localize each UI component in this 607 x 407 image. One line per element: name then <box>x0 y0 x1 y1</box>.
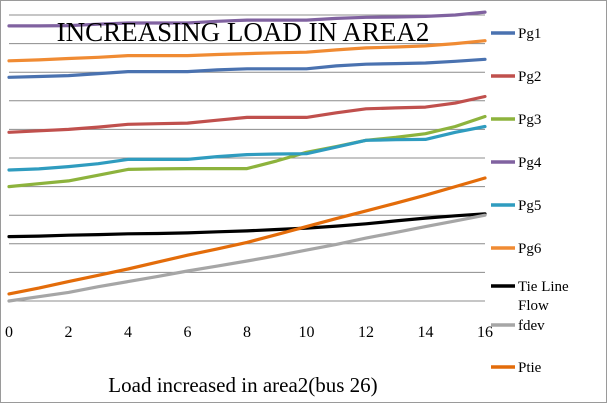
x-tick-label: 10 <box>299 324 315 341</box>
legend-label: Pg5 <box>518 198 541 214</box>
chart-title: INCREASING LOAD IN AREA2 <box>57 17 430 47</box>
series-line-pg1 <box>7 57 487 79</box>
legend-label: fdev <box>518 318 545 334</box>
series-line-pg5 <box>7 124 487 172</box>
legend-label: Pg1 <box>518 26 541 42</box>
x-tick-label: 4 <box>124 324 132 341</box>
series-line-pg6 <box>7 39 487 63</box>
x-tick-label: 12 <box>358 324 374 341</box>
legend-label: Tie Line Flow <box>518 279 569 314</box>
x-tick-label: 16 <box>477 324 493 341</box>
x-tick-label: 2 <box>65 324 73 341</box>
series-line-pg2 <box>7 94 487 134</box>
series-line-pg4 <box>7 10 487 28</box>
series-line-ptie <box>7 176 487 296</box>
x-tick-label: 6 <box>184 324 192 341</box>
legend-label: Pg2 <box>518 69 541 85</box>
legend-label: Ptie <box>518 360 542 376</box>
x-axis: 0 2 4 6 8 10 12 14 16 <box>5 324 493 341</box>
legend: Pg1 Pg2 Pg3 Pg4 Pg5 Pg6 Tie Line Flow fdev Ptie <box>491 26 569 376</box>
legend-label: Pg6 <box>518 241 542 257</box>
series-line-pg3 <box>7 114 487 189</box>
series-lines <box>7 10 487 303</box>
legend-label: Pg4 <box>518 155 542 171</box>
series-line-tie-line-flow <box>7 212 487 239</box>
legend-label: Pg3 <box>518 112 541 128</box>
x-tick-label: 0 <box>5 324 13 341</box>
x-axis-title: Load increased in area2(bus 26) <box>108 373 377 397</box>
series-line-fdev <box>7 213 487 303</box>
x-tick-label: 14 <box>418 324 434 341</box>
x-tick-label: 8 <box>243 324 251 341</box>
